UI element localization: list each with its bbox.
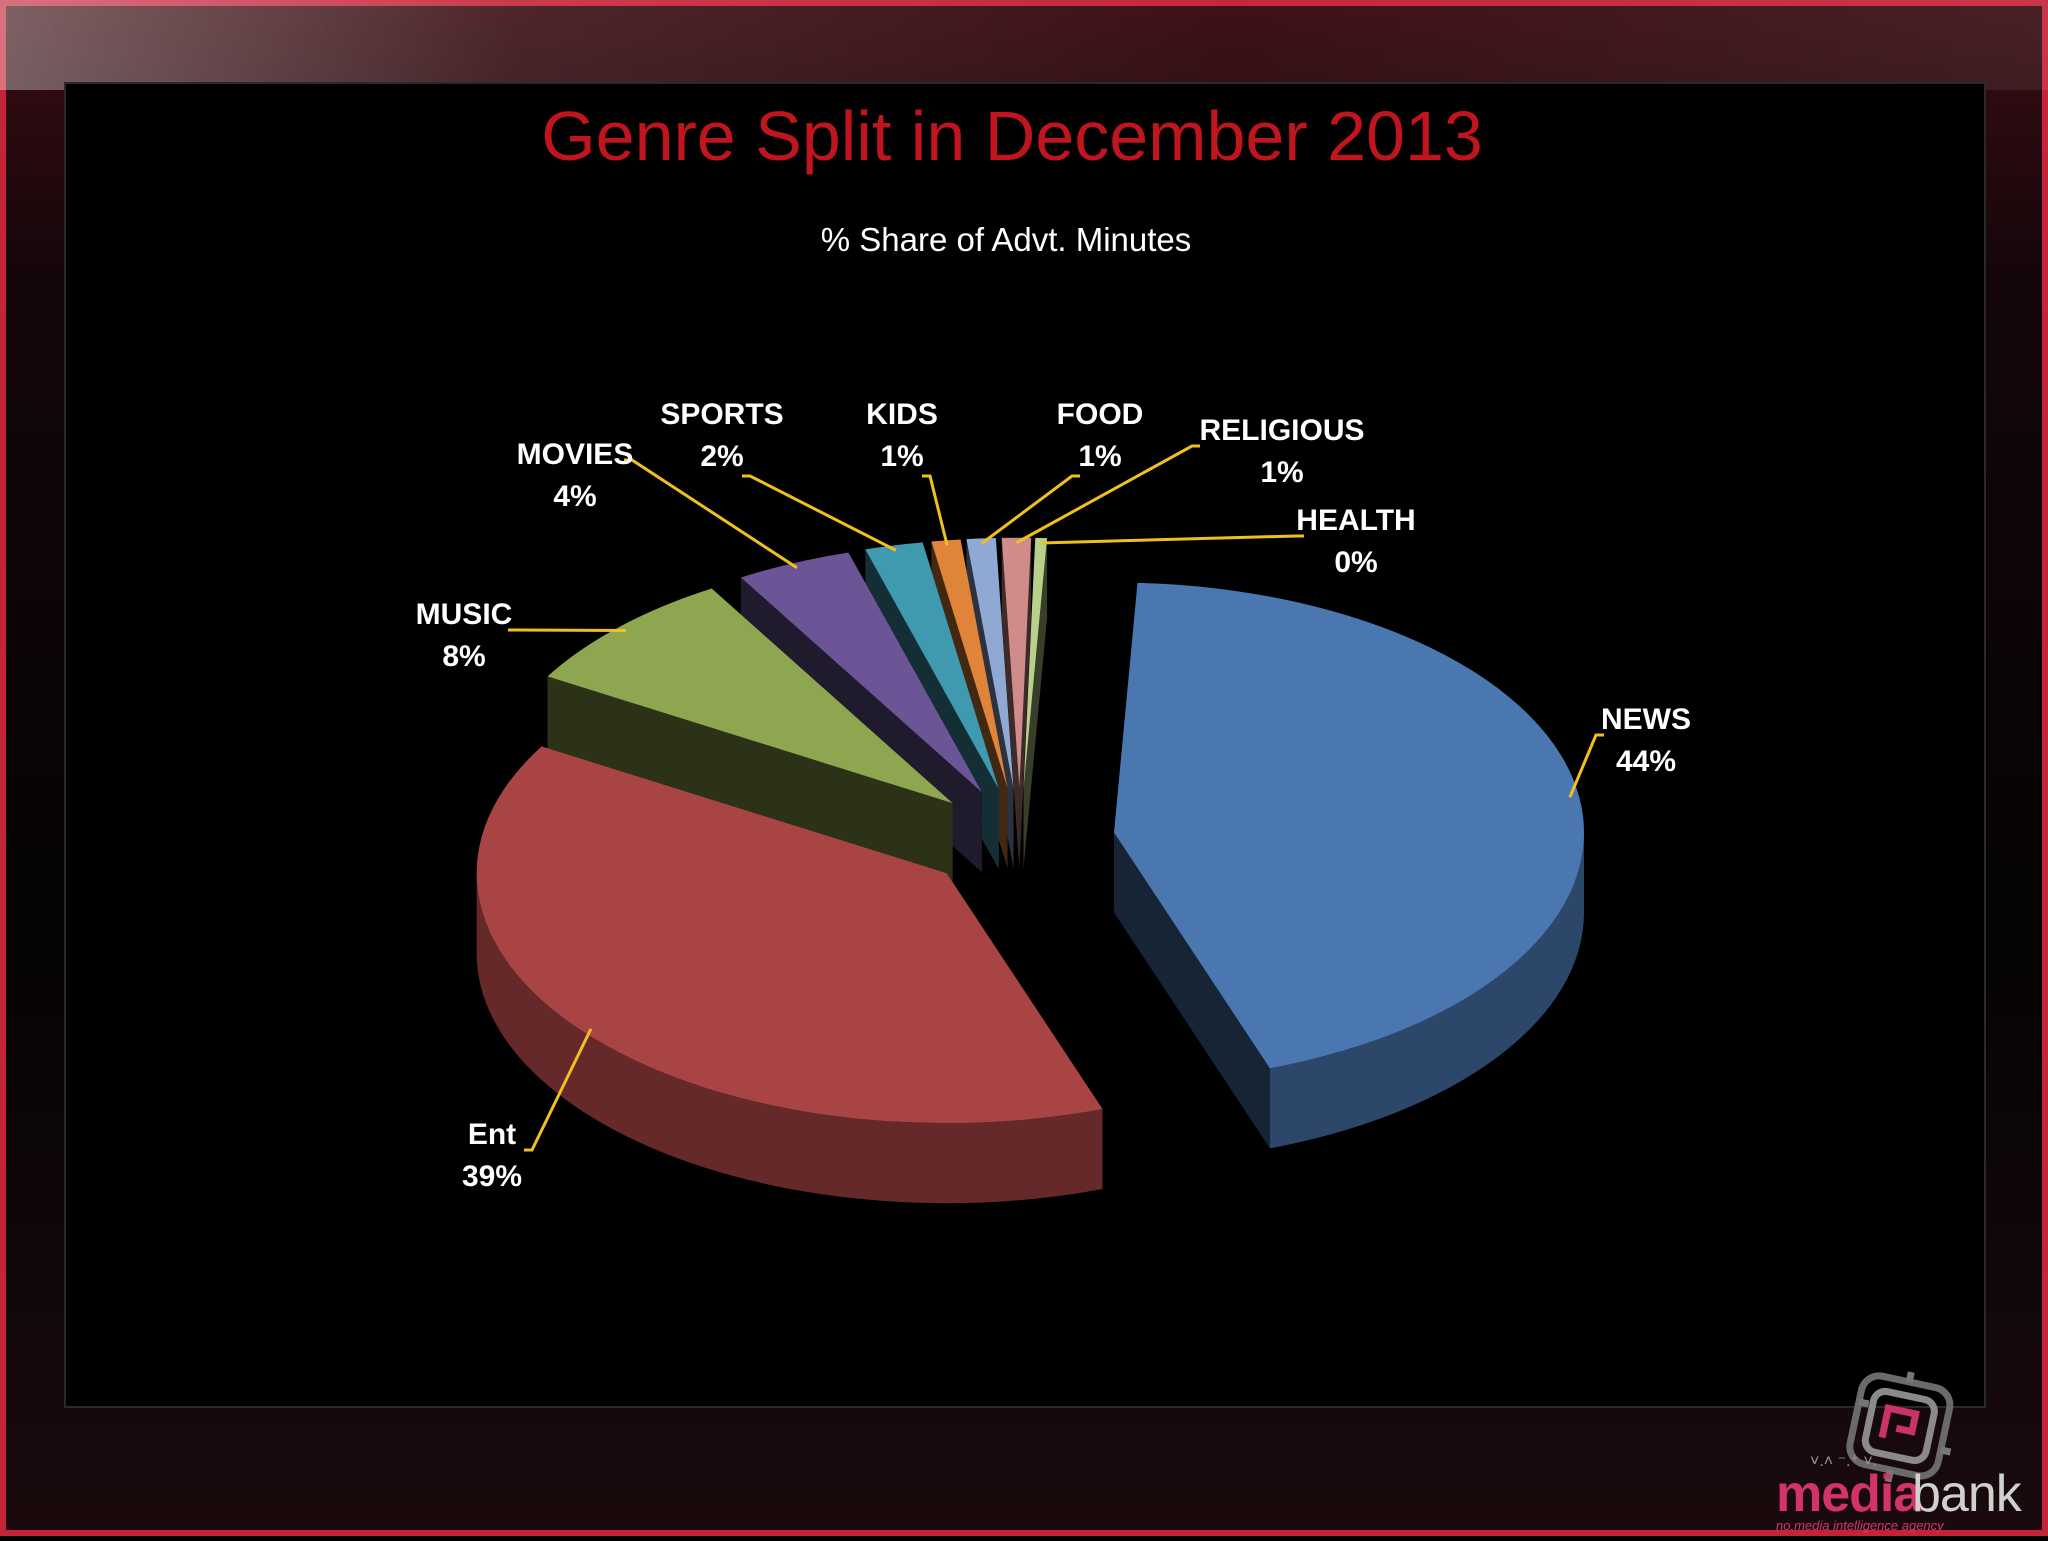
brand-name-media: media: [1776, 1464, 1921, 1524]
label-name-ent: Ent: [468, 1118, 516, 1151]
label-name-food: FOOD: [1057, 398, 1144, 431]
label-name-kids: KIDS: [866, 398, 938, 431]
brand-tagline: no.media intelligence agency: [1776, 1518, 1944, 1533]
slice-news: [1114, 583, 1584, 1149]
label-value-movies: 4%: [553, 480, 596, 513]
chart-subtitle: % Share of Advt. Minutes: [821, 221, 1192, 258]
label-value-ent: 39%: [462, 1160, 522, 1193]
label-name-music: MUSIC: [416, 598, 513, 631]
label-value-sports: 2%: [700, 440, 743, 473]
leader-line-news: [1570, 735, 1604, 797]
leader-line-movies: [624, 460, 797, 568]
leader-line-kids: [922, 476, 947, 545]
label-name-religious: RELIGIOUS: [1199, 414, 1364, 447]
label-name-movies: MOVIES: [517, 438, 634, 471]
leader-line-sports: [742, 476, 896, 550]
label-value-health: 0%: [1334, 546, 1377, 579]
label-value-kids: 1%: [880, 440, 923, 473]
brand-name-bank: bank: [1912, 1464, 2021, 1524]
label-name-health: HEALTH: [1296, 504, 1415, 537]
leader-line-health: [1041, 536, 1304, 543]
label-name-sports: SPORTS: [660, 398, 783, 431]
label-value-news: 44%: [1616, 745, 1676, 778]
pie-slices: [477, 538, 1584, 1203]
label-name-news: NEWS: [1601, 703, 1691, 736]
label-value-food: 1%: [1078, 440, 1121, 473]
label-value-music: 8%: [442, 640, 485, 673]
chart-title: Genre Split in December 2013: [541, 97, 1483, 175]
label-value-religious: 1%: [1260, 456, 1303, 489]
